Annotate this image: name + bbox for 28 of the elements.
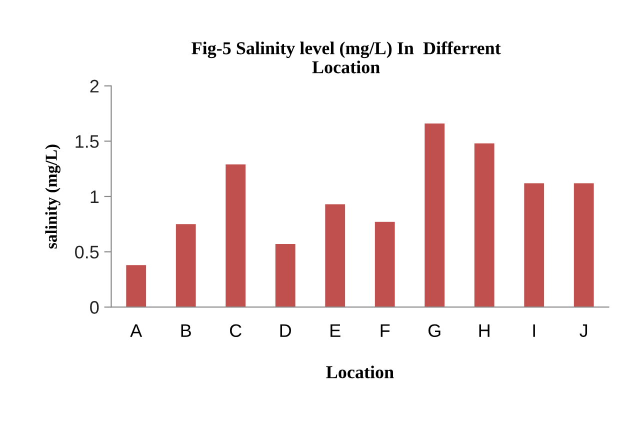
y-tick-label: 0.5 — [75, 246, 99, 259]
x-axis-title: Location — [326, 366, 394, 378]
y-tick-label: 2 — [90, 80, 99, 92]
bar — [474, 143, 494, 308]
x-tick-label: A — [130, 324, 142, 337]
y-tick-label: 1.5 — [76, 135, 99, 148]
x-tick-label: B — [181, 324, 191, 337]
x-tick-label: D — [280, 324, 292, 337]
bar — [325, 204, 346, 308]
y-tick-label: 0 — [90, 301, 99, 314]
x-tick-label: E — [330, 324, 340, 337]
x-tick-label: F — [380, 324, 390, 337]
bar — [176, 224, 196, 308]
chart-title: Fig-5 Salinity level (mg/L) In Differrent Location — [192, 41, 501, 74]
bar — [275, 244, 296, 308]
y-tick-label: 1 — [90, 190, 99, 204]
x-tick-label: J — [580, 324, 588, 338]
bar — [126, 265, 146, 308]
bar — [524, 183, 544, 308]
x-tick-label: C — [230, 324, 242, 338]
bar — [226, 164, 246, 308]
x-tick-label: H — [479, 324, 490, 337]
bar — [374, 222, 395, 308]
bar — [424, 123, 445, 308]
x-tick-label: I — [533, 324, 535, 337]
x-tick-label: G — [428, 324, 440, 338]
y-axis-title: salinity (mg/L) — [45, 144, 60, 249]
bar — [574, 183, 594, 308]
